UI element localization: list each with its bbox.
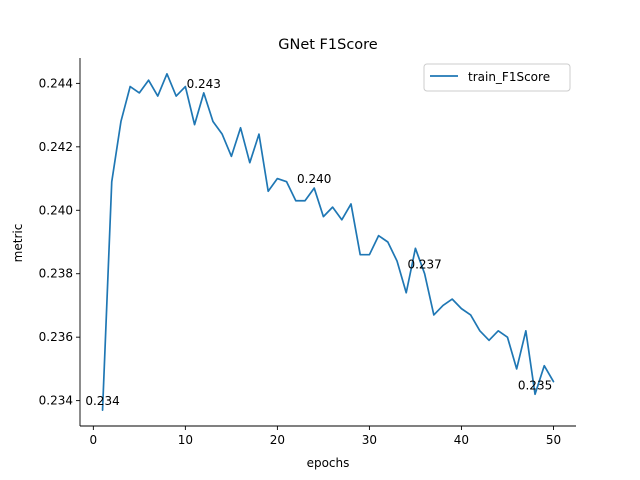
x-tick-label: 0 (90, 433, 98, 447)
x-tick-label: 10 (178, 433, 193, 447)
y-tick-label: 0.242 (39, 140, 73, 154)
y-axis-label: metric (11, 224, 25, 263)
y-tick-label: 0.238 (39, 267, 73, 281)
data-label: 0.234 (85, 394, 119, 408)
x-tick-label: 20 (270, 433, 285, 447)
x-tick-label: 40 (454, 433, 469, 447)
y-axis: 0.234 0.236 0.238 0.240 0.242 0.244 (39, 76, 80, 408)
x-axis-label: epochs (307, 456, 350, 470)
x-tick-label: 50 (546, 433, 561, 447)
data-label: 0.240 (297, 172, 331, 186)
x-axis: 0 10 20 30 40 50 (90, 426, 561, 447)
y-tick-label: 0.234 (39, 394, 73, 408)
y-tick-label: 0.240 (39, 203, 73, 217)
data-label: 0.237 (407, 258, 441, 272)
data-label: 0.235 (518, 378, 552, 392)
annotations: 0.234 0.243 0.240 0.237 0.235 (85, 77, 552, 408)
chart-title: GNet F1Score (278, 37, 378, 53)
legend-box (423, 63, 571, 92)
x-tick-label: 30 (362, 433, 377, 447)
y-tick-label: 0.244 (39, 76, 73, 90)
y-tick-label: 0.236 (39, 330, 73, 344)
plot-area (79, 58, 576, 427)
data-label: 0.243 (187, 77, 221, 91)
series-line-train_F1Score (101, 73, 555, 411)
legend: train_F1Score (423, 63, 571, 92)
legend-label: train_F1Score (468, 70, 550, 84)
